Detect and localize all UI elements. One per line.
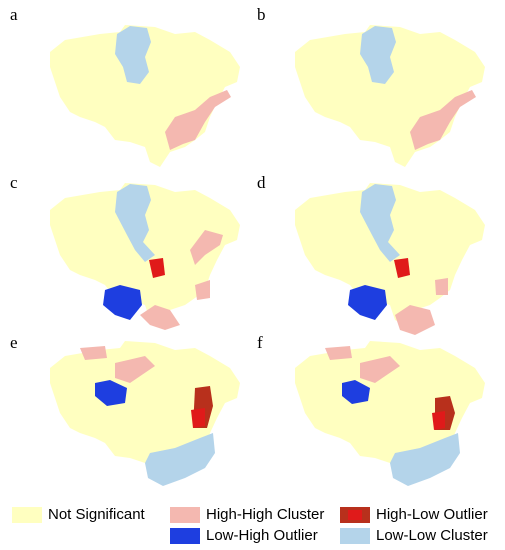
panel-label: f xyxy=(257,333,263,352)
map-f xyxy=(295,341,485,486)
legend: Not Significant High-High Cluster High-Low… xyxy=(12,506,488,544)
legend-label: Low-High Outlier xyxy=(206,527,318,544)
legend-label: Low-Low Cluster xyxy=(376,527,488,544)
legend-swatch-inner xyxy=(348,510,362,520)
legend-label: High-High Cluster xyxy=(206,506,324,523)
legend-swatch xyxy=(12,507,42,523)
panel-label: c xyxy=(10,173,18,192)
map-c xyxy=(50,183,240,330)
panel-label: b xyxy=(257,5,266,24)
panel-labels: a b c d e f xyxy=(10,5,266,352)
map-d xyxy=(295,183,485,335)
map-b xyxy=(295,25,485,167)
legend-swatch xyxy=(170,528,200,544)
map-e xyxy=(50,341,240,486)
legend-swatch xyxy=(340,528,370,544)
panel-label: a xyxy=(10,5,18,24)
panel-label: e xyxy=(10,333,18,352)
panel-label: d xyxy=(257,173,266,192)
legend-label: Not Significant xyxy=(48,506,146,523)
legend-swatch xyxy=(170,507,200,523)
legend-label: High-Low Outlier xyxy=(376,506,488,523)
map-a xyxy=(50,25,240,167)
